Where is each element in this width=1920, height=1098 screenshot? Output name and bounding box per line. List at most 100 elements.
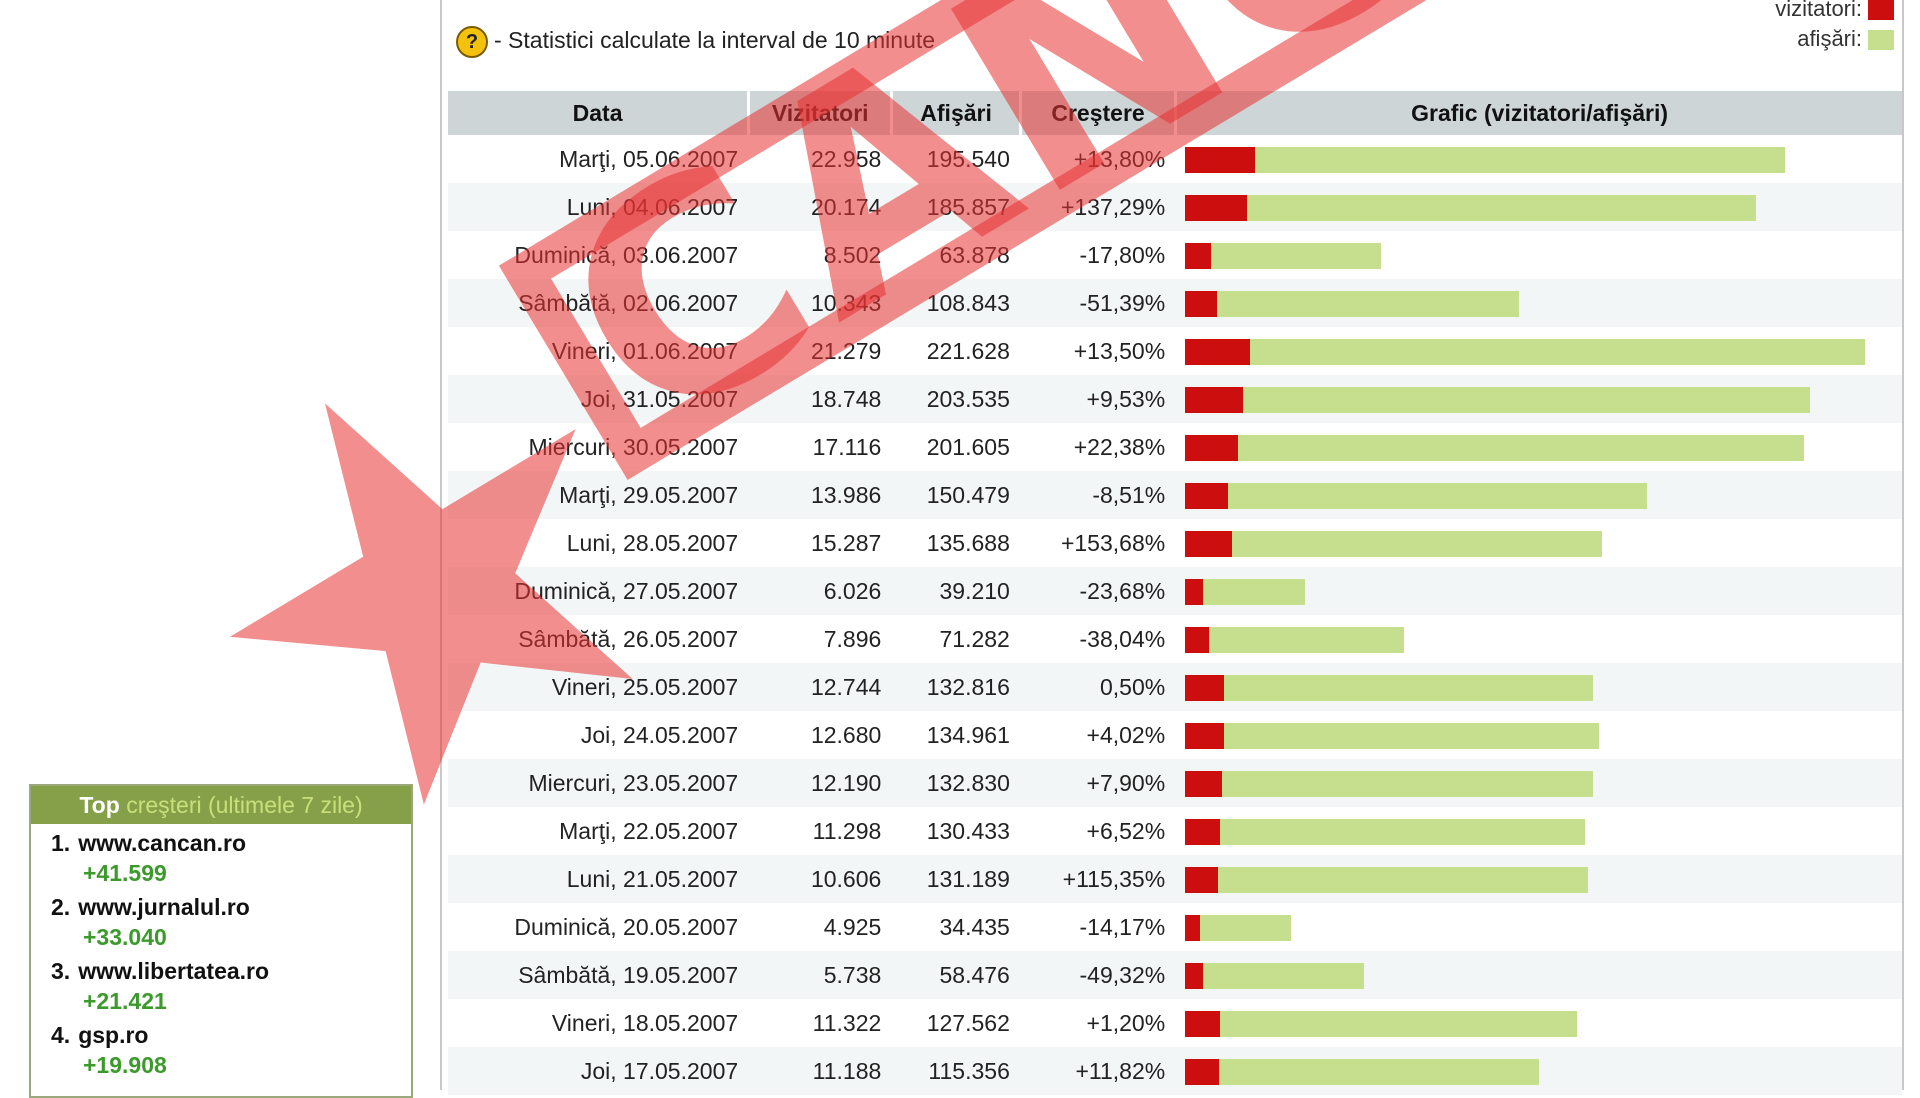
cell-afisari: 58.476 [893, 951, 1022, 999]
cell-vizitatori: 12.190 [750, 759, 894, 807]
bar-afisari [1185, 819, 1586, 845]
table-row: Miercuri, 30.05.2007 17.116 201.605 +22,38% [448, 423, 1902, 471]
cell-afisari: 71.282 [939, 625, 1010, 652]
bar-vizitatori [1185, 339, 1251, 365]
col-header-crestere[interactable]: Creştere [1021, 91, 1178, 135]
col-header-vizitatori[interactable]: Vizitatori [750, 91, 894, 135]
cell-vizitatori: 17.116 [812, 433, 882, 460]
top-item-site-link[interactable]: gsp.ro [78, 1022, 149, 1048]
cell-grafic [1177, 999, 1902, 1047]
bar-afisari [1185, 195, 1757, 221]
list-item: 2. www.jurnalul.ro +33.040 [51, 892, 411, 956]
cell-data: Vineri, 01.06.2007 [551, 337, 739, 364]
bar-afisari [1185, 723, 1600, 749]
bar-afisari [1185, 627, 1405, 653]
cell-afisari: 108.843 [893, 279, 1022, 327]
cell-crestere: -38,04% [1079, 625, 1166, 652]
top-item-increase: +41.599 [83, 860, 167, 886]
cell-afisari: 135.688 [926, 529, 1010, 556]
bar-vizitatori [1185, 483, 1229, 509]
help-icon[interactable]: ? [456, 25, 488, 58]
cell-vizitatori: 12.680 [810, 721, 882, 748]
cell-vizitatori: 21.279 [810, 337, 882, 364]
chart-legend: vizitatori: afişări: [1775, 0, 1894, 54]
table-row: Marţi, 29.05.2007 13.986 150.479 -8,51% [448, 471, 1902, 519]
cell-vizitatori: 11.322 [812, 1009, 882, 1036]
cell-grafic [1177, 135, 1902, 183]
cell-vizitatori: 11.188 [750, 1047, 894, 1095]
col-header-data[interactable]: Data [448, 91, 751, 135]
statistics-panel: vizitatori: afişări: ? - Statistici calcu… [440, 0, 1904, 1095]
bar-afisari [1185, 387, 1811, 413]
cell-grafic [1177, 279, 1902, 327]
bar-afisari [1185, 243, 1382, 269]
bar-afisari [1185, 579, 1306, 605]
cell-crestere: +6,52% [1086, 817, 1166, 844]
cell-afisari: 130.433 [926, 817, 1010, 844]
cell-vizitatori: 4.925 [823, 913, 882, 940]
cell-afisari: 185.857 [893, 183, 1022, 231]
info-line: ? - Statistici calculate la interval de 1… [456, 24, 935, 58]
bar-afisari [1185, 483, 1648, 509]
legend-afisari-swatch [1868, 30, 1894, 51]
cell-crestere: -23,68% [1021, 567, 1178, 615]
cell-data: Miercuri, 30.05.2007 [528, 433, 739, 460]
cell-vizitatori: 5.738 [750, 951, 894, 999]
top-growth-box: Top creşteri (ultimele 7 zile) 1. www.can… [29, 784, 413, 1098]
top-item-site-link[interactable]: www.jurnalul.ro [78, 894, 250, 920]
legend-vizitatori-label: vizitatori: [1775, 0, 1862, 21]
cell-grafic [1177, 519, 1902, 567]
table-row: Sâmbătă, 26.05.2007 7.896 71.282 -38,04% [448, 615, 1902, 663]
cell-vizitatori: 8.502 [823, 241, 882, 268]
bar-vizitatori [1185, 723, 1225, 749]
cell-afisari: 134.961 [926, 721, 1010, 748]
col-header-afisari[interactable]: Afişări [893, 91, 1022, 135]
top-item-rank: 4. [51, 1022, 71, 1048]
legend-vizitatori-swatch [1868, 0, 1894, 21]
cell-vizitatori: 10.606 [750, 855, 894, 903]
table-row: Joi, 17.05.2007 11.188 115.356 +11,82% [448, 1047, 1902, 1095]
col-header-grafic: Grafic (vizitatori/afişări) [1177, 91, 1902, 135]
cell-afisari: 63.878 [939, 241, 1010, 268]
info-text: - Statistici calculate la interval de 10… [494, 27, 936, 53]
top-item-site-link[interactable]: www.libertatea.ro [78, 958, 270, 984]
cell-grafic [1177, 855, 1902, 903]
cell-data: Vineri, 25.05.2007 [448, 663, 751, 711]
list-item: 1. www.cancan.ro +41.599 [51, 828, 411, 892]
cell-vizitatori: 18.748 [750, 375, 894, 423]
top-item-rank: 2. [51, 894, 71, 920]
cell-vizitatori: 13.986 [750, 471, 894, 519]
cell-crestere: +22,38% [1073, 433, 1166, 460]
bar-vizitatori [1185, 915, 1201, 941]
bar-afisari [1185, 291, 1520, 317]
list-item: 3. www.libertatea.ro +21.421 [51, 956, 411, 1020]
cell-data: Luni, 28.05.2007 [566, 529, 739, 556]
cell-vizitatori: 12.744 [750, 663, 894, 711]
cell-grafic [1177, 423, 1902, 471]
cell-crestere: +9,53% [1021, 375, 1178, 423]
top-item-increase: +21.421 [83, 988, 167, 1014]
bar-vizitatori [1185, 627, 1210, 653]
cell-afisari: 115.356 [893, 1047, 1022, 1095]
cell-afisari: 203.535 [893, 375, 1022, 423]
cell-grafic [1177, 903, 1902, 951]
table-row: Luni, 21.05.2007 10.606 131.189 +115,35% [448, 855, 1902, 903]
cell-vizitatori: 6.026 [750, 567, 894, 615]
top-item-site-row: 4. gsp.ro [51, 1020, 411, 1050]
bar-vizitatori [1185, 1059, 1220, 1085]
cell-crestere: +13,80% [1073, 145, 1166, 172]
cell-data: Marţi, 05.06.2007 [559, 145, 739, 172]
table-row: Vineri, 25.05.2007 12.744 132.816 0,50% [448, 663, 1902, 711]
cell-data: Sâmbătă, 19.05.2007 [448, 951, 751, 999]
cell-crestere: +7,90% [1021, 759, 1178, 807]
table-row: Duminică, 03.06.2007 8.502 63.878 -17,80% [448, 231, 1902, 279]
cell-crestere: +13,50% [1073, 337, 1166, 364]
top-item-site-link[interactable]: www.cancan.ro [78, 830, 247, 856]
cell-afisari: 131.189 [893, 855, 1022, 903]
top-item-rank: 3. [51, 958, 71, 984]
top-item-increase: +19.908 [83, 1052, 167, 1078]
cell-data: Luni, 21.05.2007 [448, 855, 751, 903]
table-row: Duminică, 27.05.2007 6.026 39.210 -23,68% [448, 567, 1902, 615]
top-item-site-row: 3. www.libertatea.ro [51, 956, 411, 986]
table-row: Luni, 04.06.2007 20.174 185.857 +137,29% [448, 183, 1902, 231]
